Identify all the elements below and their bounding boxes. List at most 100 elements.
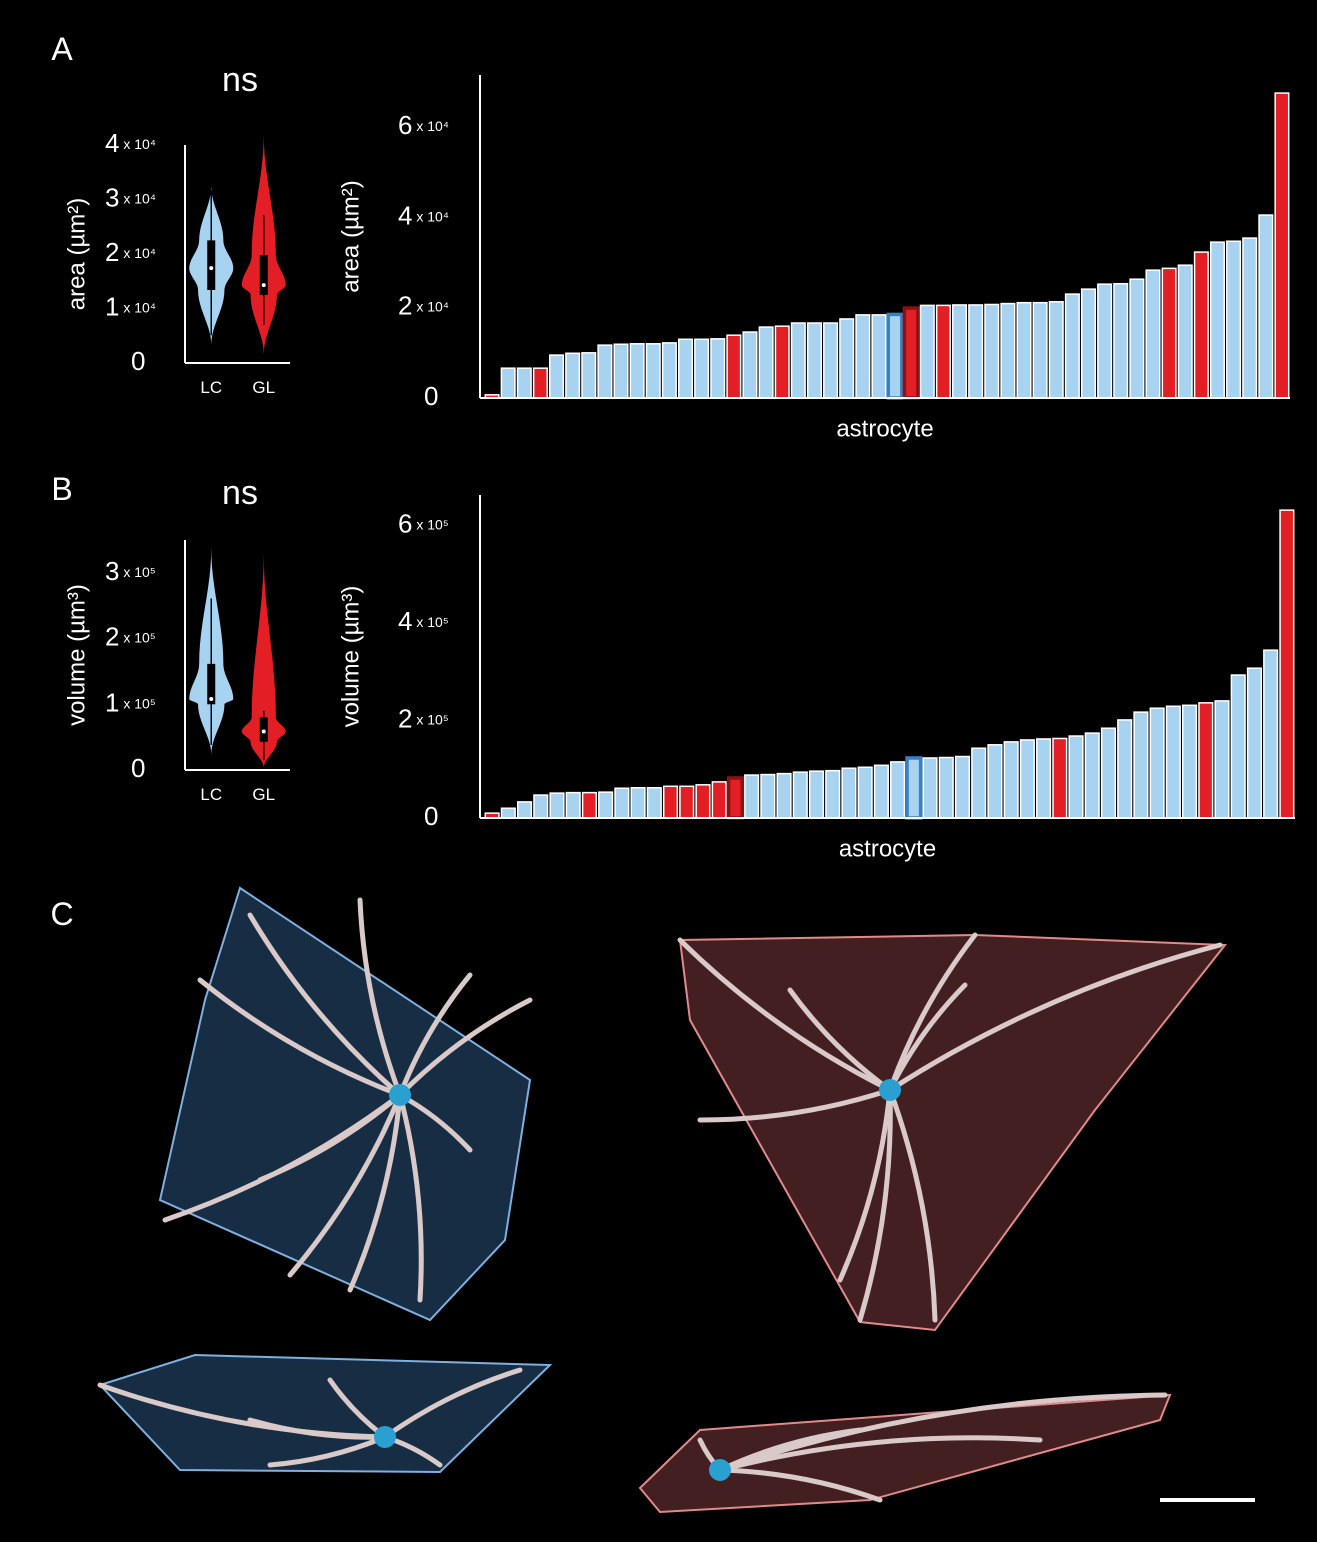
bar [696, 785, 710, 818]
bar [647, 788, 661, 818]
bar [1098, 284, 1112, 398]
bar [534, 368, 548, 398]
bar [518, 368, 532, 398]
bar [875, 765, 889, 818]
bar [1085, 733, 1099, 818]
bar [793, 772, 807, 818]
bar [953, 305, 967, 398]
bar [679, 339, 693, 398]
bar [534, 795, 548, 818]
bar [1033, 303, 1047, 398]
bar [1017, 303, 1031, 398]
bar [888, 314, 902, 398]
y-tick-label: 0 [131, 753, 145, 783]
median [262, 730, 266, 734]
bar [583, 793, 597, 818]
bar [972, 748, 986, 818]
bar [1199, 703, 1213, 818]
y-tick-label: 0 [424, 801, 438, 831]
bar [598, 345, 612, 398]
median [209, 697, 213, 701]
bar [1118, 720, 1132, 818]
bar [826, 771, 840, 818]
bar [759, 327, 773, 398]
bar [646, 344, 660, 398]
bar [1178, 265, 1192, 398]
bar [501, 368, 515, 398]
box [207, 240, 215, 290]
bar [937, 305, 951, 398]
bar [550, 355, 564, 398]
bar [1049, 302, 1063, 398]
box [260, 255, 268, 295]
x-tick-label: LC [200, 378, 222, 397]
bar [518, 802, 532, 818]
bar [680, 786, 694, 818]
bar [502, 808, 516, 818]
bar [1243, 238, 1257, 398]
bar [695, 339, 709, 398]
bar [745, 775, 759, 818]
bar [566, 353, 580, 398]
bar [1021, 740, 1035, 818]
bar [939, 757, 953, 818]
bar [1183, 705, 1197, 818]
bar [630, 344, 644, 398]
bar [810, 771, 824, 818]
panel-label: B [51, 471, 72, 507]
bar [1280, 510, 1294, 818]
page: A B C 01 x 10⁴2 x 10⁴3 x 10⁴4 x 10⁴LCGLa… [0, 0, 1317, 1537]
chart-title: ns [222, 474, 258, 512]
bar [664, 786, 678, 818]
y-axis-label: volume (µm³) [337, 586, 364, 728]
bar [582, 353, 596, 398]
bar [907, 758, 921, 818]
bar [1001, 304, 1015, 398]
bar [1069, 736, 1083, 818]
bar [1167, 706, 1181, 818]
bar [777, 774, 791, 818]
x-tick-label: GL [252, 378, 275, 397]
bar [614, 344, 628, 398]
bar [566, 793, 580, 818]
bar [1150, 708, 1164, 818]
bar [891, 762, 905, 818]
y-tick-label: 0 [424, 381, 438, 411]
y-axis-label: area (µm²) [337, 180, 364, 293]
bar [969, 305, 983, 398]
panel-label: C [50, 896, 73, 932]
bar [1275, 93, 1289, 398]
x-tick-label: GL [252, 785, 275, 804]
bar [921, 305, 935, 398]
bar [663, 343, 677, 398]
soma [374, 1426, 396, 1448]
bar [550, 793, 564, 818]
bar [1134, 712, 1148, 818]
bar [872, 315, 886, 398]
bar [1004, 742, 1018, 818]
bar [1037, 739, 1051, 818]
bar [956, 757, 970, 818]
bar [988, 745, 1002, 818]
median [262, 283, 266, 287]
soma [709, 1459, 731, 1481]
bar [1231, 675, 1245, 818]
bar [840, 319, 854, 398]
bar [842, 768, 856, 818]
soma [389, 1084, 411, 1106]
bar [904, 308, 918, 398]
bar [761, 775, 775, 818]
bar [712, 782, 726, 818]
bar [792, 323, 806, 398]
bar [1227, 241, 1241, 398]
y-axis-label: volume (µm³) [63, 584, 90, 726]
bar [1146, 270, 1160, 398]
bar [743, 332, 757, 398]
bar [727, 335, 741, 398]
bar [856, 315, 870, 398]
bar [615, 788, 629, 818]
bar [1053, 738, 1067, 818]
bar [631, 788, 645, 818]
x-axis-label: astrocyte [839, 835, 936, 862]
bar [1162, 268, 1176, 398]
